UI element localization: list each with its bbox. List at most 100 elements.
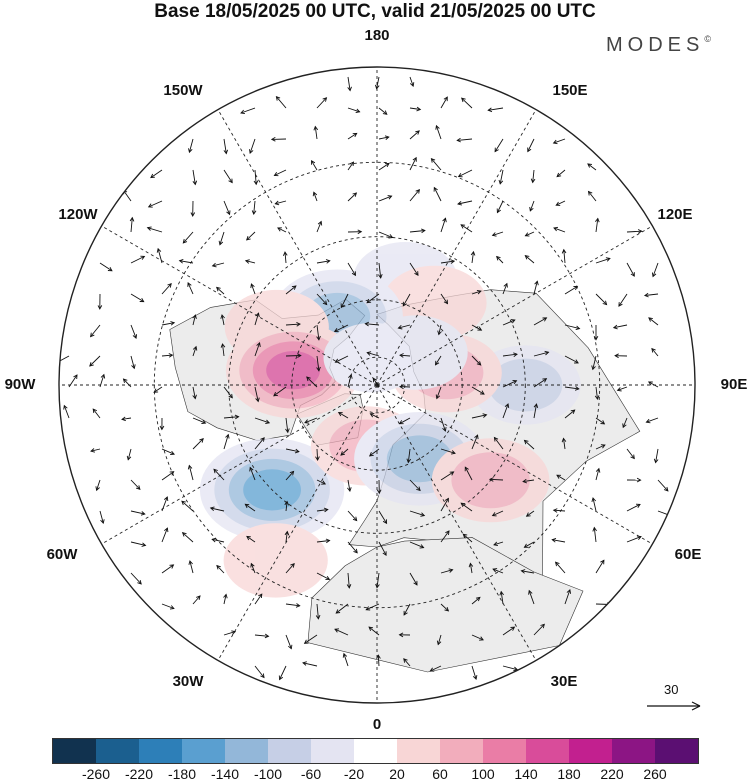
wind-vector [159, 417, 165, 431]
wind-vector [494, 138, 504, 153]
wind-vector [372, 377, 380, 388]
wind-vector [595, 257, 611, 264]
wind-vector [316, 259, 331, 264]
wind-vector [306, 376, 318, 388]
wind-vector [533, 350, 550, 357]
wind-vector [645, 417, 659, 424]
wind-vector [364, 321, 380, 327]
wind-vector [591, 497, 597, 512]
wind-vector [340, 448, 349, 456]
wind-vector [376, 479, 382, 495]
wind-vector [409, 262, 419, 276]
wind-vector [554, 561, 566, 574]
wind-vector [161, 283, 172, 295]
wind-vector [270, 137, 287, 142]
wind-vector [587, 190, 597, 202]
wind-vector [440, 217, 447, 233]
wind-vector [460, 502, 473, 512]
wind-vector [648, 317, 659, 326]
wind-vector [223, 414, 240, 420]
wind-vector [533, 378, 548, 388]
wind-vector [218, 231, 225, 246]
wind-vector [254, 437, 265, 450]
wind-vector [347, 510, 358, 522]
wind-vector [249, 138, 256, 154]
wind-vector [366, 293, 380, 304]
wind-vector [409, 188, 420, 202]
wind-vector [561, 437, 567, 450]
wind-vector [498, 169, 504, 185]
wind-vector [130, 355, 136, 370]
wind-vector [213, 468, 225, 481]
anomaly-contour [323, 322, 421, 393]
wind-vector [250, 283, 256, 295]
wind-vector [285, 470, 295, 481]
wind-vector [273, 386, 287, 397]
wind-vector [429, 665, 442, 672]
wind-vector [347, 132, 358, 140]
wind-vectors [59, 76, 673, 681]
wind-vector [99, 262, 113, 272]
wind-vector [316, 324, 321, 341]
wind-vector [527, 138, 535, 153]
wind-vector [366, 351, 380, 357]
wind-vector [188, 560, 194, 574]
wind-vector [277, 227, 287, 233]
wind-vector [409, 76, 415, 87]
wind-vector [525, 510, 535, 517]
wind-vector [311, 160, 318, 171]
colorbar-swatch [612, 739, 655, 763]
meridian-line [217, 109, 378, 386]
wind-vector [130, 293, 145, 303]
wind-vector [618, 293, 628, 307]
wind-vector [551, 537, 566, 543]
wind-vector [254, 386, 260, 403]
wind-vector [278, 665, 287, 681]
wind-vector [273, 169, 287, 177]
wind-vector [316, 479, 327, 485]
wind-vector [378, 231, 394, 239]
wind-vector [457, 169, 473, 178]
wind-vector [209, 506, 225, 512]
wind-vector [146, 226, 163, 233]
wind-vector [657, 479, 669, 492]
wind-vector [643, 292, 659, 298]
wind-vector [216, 564, 225, 574]
wind-vector [471, 596, 481, 605]
wind-vector [496, 200, 504, 214]
wind-vector [502, 379, 518, 388]
colorbar [52, 738, 699, 764]
wind-vector [626, 477, 642, 483]
wind-vector [130, 479, 141, 490]
wind-vector [398, 417, 411, 425]
wind-vector [250, 562, 256, 574]
wind-vector [334, 355, 349, 363]
wind-vector [254, 342, 261, 357]
wind-vector [626, 503, 641, 512]
wind-vector [524, 254, 535, 264]
wind-vector [409, 156, 417, 171]
wind-vector [529, 200, 535, 212]
longitude-label: 30W [172, 673, 204, 690]
wind-vector [347, 229, 363, 235]
map-title: Base 18/05/2025 00 UTC, valid 21/05/2025… [154, 1, 596, 22]
wind-vector [592, 526, 597, 543]
colorbar-swatch [655, 739, 698, 763]
wind-vector [211, 262, 225, 268]
wind-vector [471, 386, 485, 395]
wind-vector [433, 186, 442, 202]
wind-vector [274, 200, 287, 206]
wind-vector [471, 665, 478, 680]
wind-vector [285, 562, 295, 574]
wind-vector [502, 626, 516, 636]
wind-vector [220, 314, 225, 326]
wind-vector [397, 324, 411, 330]
wind-vector [593, 325, 599, 341]
longitude-label: 0 [372, 716, 382, 733]
wind-vector [223, 386, 233, 399]
wind-vector [89, 355, 101, 367]
wind-vector [493, 541, 504, 547]
wind-vector [555, 200, 566, 206]
wind-vector [651, 262, 659, 278]
wind-vector [587, 163, 597, 171]
